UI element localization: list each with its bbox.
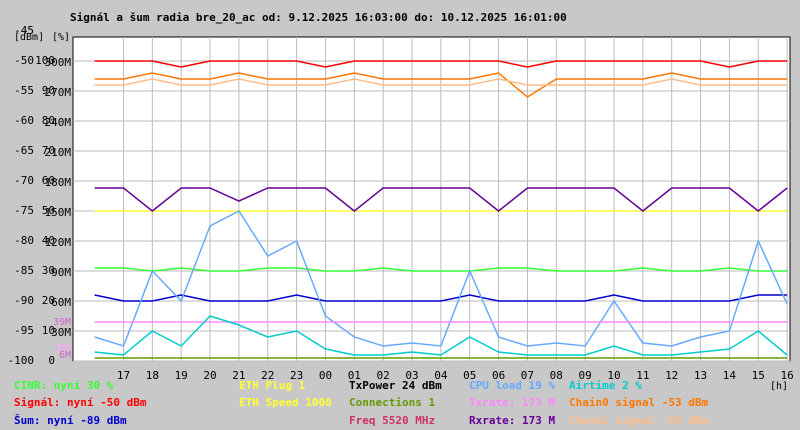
- x-tick-label: 09: [579, 369, 592, 382]
- x-tick-label: 15: [752, 369, 765, 382]
- legend-entry: Chain0 signal -53 dBm: [569, 396, 708, 409]
- x-tick-label: 17: [117, 369, 130, 382]
- x-tick-label: 02: [377, 369, 390, 382]
- y2-tick-label: 20: [42, 294, 55, 307]
- x-tick-label: 16: [780, 369, 793, 382]
- x-tick-label: 19: [175, 369, 188, 382]
- y2-tick-label: 40: [42, 234, 55, 247]
- x-tick-label: 08: [550, 369, 563, 382]
- legend-entry: Signál: nyní -50 dBm: [14, 396, 147, 409]
- y3-tick-label: 120M: [45, 236, 72, 249]
- y-tick-label: -75: [14, 204, 34, 217]
- y3-tick-label: 150M: [45, 206, 72, 219]
- y3-tick-label: 300M: [45, 56, 72, 69]
- x-tick-label: 20: [203, 369, 216, 382]
- series-line: [94, 72, 788, 98]
- x-tick-label: 22: [261, 369, 274, 382]
- rate-marker: 6M: [59, 350, 71, 361]
- legend-entry: ETH Speed 1000: [239, 396, 332, 409]
- y2-tick-label: 80: [42, 114, 55, 127]
- x-tick-label: 13: [694, 369, 707, 382]
- y2-tick-label: 100: [35, 54, 55, 67]
- x-tick-label: 07: [521, 369, 534, 382]
- legend-entry: Rxrate: 173 M: [469, 414, 555, 427]
- y-tick-label: -60: [14, 114, 34, 127]
- x-tick-label: 10: [607, 369, 620, 382]
- legend-entry: CPU load 19 %: [469, 379, 555, 392]
- legend-entry: Airtime 2 %: [569, 379, 642, 392]
- legend-entry: Txrate: 173 M: [469, 396, 555, 409]
- y2-axis-label: [%]: [52, 32, 70, 43]
- y2-tick-label: 10: [42, 324, 55, 337]
- y-tick-label: -45: [14, 24, 34, 37]
- series-line: [94, 315, 788, 356]
- y3-tick-label: 180M: [45, 176, 72, 189]
- series-line: [94, 78, 788, 86]
- y2-tick-label: 50: [42, 204, 55, 217]
- y3-tick-label: 30M: [51, 326, 71, 339]
- y2-tick-label: 30: [42, 264, 55, 277]
- series-line: [94, 294, 788, 302]
- x-tick-label: 18: [146, 369, 159, 382]
- x-tick-label: 12: [665, 369, 678, 382]
- x-tick-label: 11: [636, 369, 649, 382]
- rate-marker: 39M: [53, 317, 71, 328]
- series-line: [94, 210, 788, 347]
- y-tick-label: -85: [14, 264, 34, 277]
- legend-annotation: TxPower 24 dBm: [349, 379, 442, 392]
- y3-tick-label: 210M: [45, 146, 72, 159]
- x-tick-label: 05: [463, 369, 476, 382]
- x-tick-label: 23: [290, 369, 303, 382]
- x-tick-label: 00: [319, 369, 332, 382]
- series-line: [94, 187, 788, 212]
- y-axis-label: [dBm]: [14, 32, 44, 43]
- x-tick-label: 14: [723, 369, 737, 382]
- legend-annotation: ETH Plug 1: [239, 379, 306, 392]
- x-tick-label: 06: [492, 369, 505, 382]
- y2-tick-label: 0: [48, 354, 55, 367]
- legend-entry: Chain1 signal -54 dBm: [569, 414, 708, 427]
- y-tick-label: -90: [14, 294, 34, 307]
- y2-tick-label: 60: [42, 174, 55, 187]
- series-line: [94, 267, 788, 272]
- y2-tick-label: 90: [42, 84, 55, 97]
- legend-entry: Connections 1: [349, 396, 435, 409]
- y-tick-label: -100: [8, 354, 35, 367]
- y-tick-label: -80: [14, 234, 34, 247]
- y3-tick-label: 270M: [45, 86, 72, 99]
- y-tick-label: -55: [14, 84, 34, 97]
- series-line: [94, 60, 788, 68]
- x-tick-label: 04: [434, 369, 448, 382]
- y-tick-label: -50: [14, 54, 34, 67]
- y-tick-label: -95: [14, 324, 34, 337]
- x-axis-label: [h]: [770, 381, 788, 392]
- chart-title: Signál a šum radia bre_20_ac od: 9.12.20…: [70, 11, 567, 24]
- y3-tick-label: 240M: [45, 116, 72, 129]
- y3-tick-label: 60M: [51, 296, 71, 309]
- legend-annotation: Freq 5520 MHz: [349, 414, 435, 427]
- x-tick-label: 03: [405, 369, 418, 382]
- y-tick-label: -70: [14, 174, 34, 187]
- legend-entry: Šum: nyní -89 dBm: [14, 414, 127, 427]
- y2-tick-label: 70: [42, 144, 55, 157]
- rate-marker: 13M: [53, 343, 71, 354]
- x-tick-label: 21: [232, 369, 245, 382]
- y3-tick-label: 90M: [51, 266, 71, 279]
- legend-entry: CINR: nyní 30 %: [14, 379, 114, 392]
- y-tick-label: -65: [14, 144, 34, 157]
- x-tick-label: 01: [348, 369, 361, 382]
